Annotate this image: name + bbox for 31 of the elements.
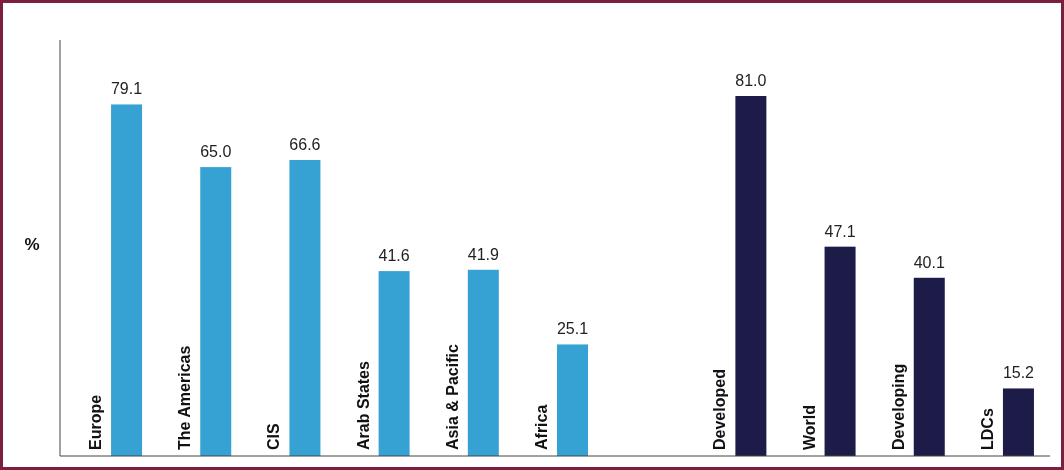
- x-tick-label: Europe: [87, 394, 105, 450]
- bar: [289, 160, 321, 456]
- x-tick-label: CIS: [265, 423, 283, 450]
- data-label: 15.2: [1002, 364, 1035, 382]
- bar: [111, 104, 143, 456]
- x-tick-label: Asia & Pacific: [443, 344, 461, 450]
- data-label: 66.6: [289, 136, 321, 153]
- data-label: 47.1: [824, 222, 856, 240]
- x-tick-label: Africa: [533, 404, 550, 450]
- data-label: 40.1: [913, 253, 945, 271]
- x-tick-label: World: [800, 404, 818, 450]
- x-tick-label: Arab States: [354, 360, 372, 450]
- data-label: 65.0: [200, 143, 232, 161]
- bar: [200, 167, 232, 456]
- data-label: 81.0: [735, 72, 767, 89]
- data-label: 41.9: [467, 245, 499, 263]
- bar: [913, 277, 945, 456]
- data-label: 79.1: [110, 80, 143, 98]
- bar: [467, 269, 499, 456]
- data-label: 25.1: [556, 320, 589, 338]
- x-tick-label: Developing: [889, 363, 907, 450]
- bar: [557, 344, 588, 456]
- data-label: 41.6: [378, 247, 410, 265]
- bar: [735, 96, 767, 456]
- bar: [1002, 388, 1034, 456]
- x-tick-label: Developed: [711, 369, 729, 450]
- bar: [824, 246, 856, 456]
- y-axis-title: %: [24, 235, 40, 254]
- bar: [378, 271, 410, 456]
- x-tick-label: The Americas: [176, 345, 194, 450]
- x-tick-label: LDCs: [978, 408, 996, 450]
